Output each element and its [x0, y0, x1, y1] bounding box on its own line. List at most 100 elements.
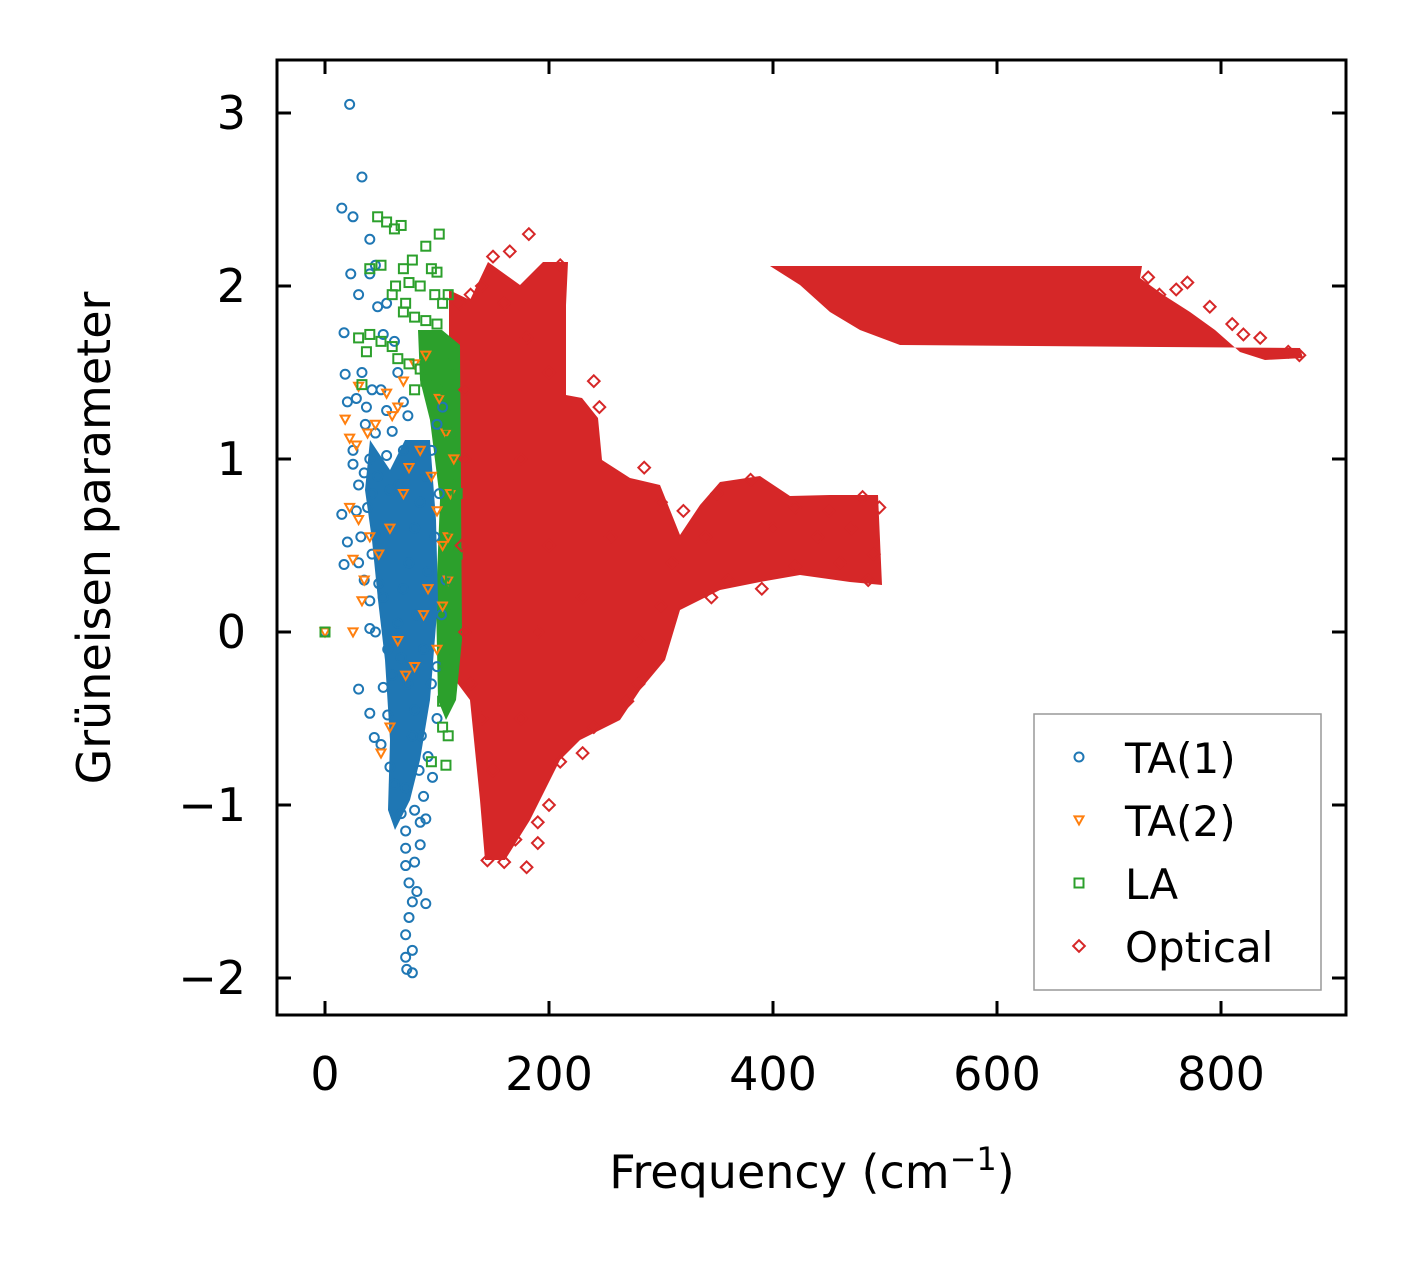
point-la [397, 263, 409, 275]
point-ta-1 [341, 396, 353, 408]
point-la [433, 228, 445, 240]
point-optical [474, 711, 490, 726]
point-optical [743, 472, 758, 488]
point-la [386, 341, 398, 353]
point-la [353, 332, 365, 344]
point-la [420, 375, 432, 387]
point-la [364, 328, 376, 340]
point-ta-1 [373, 578, 385, 590]
point-ta-2 [436, 601, 449, 613]
point-optical [480, 853, 495, 868]
point-ta-1 [397, 396, 409, 408]
point-la [414, 363, 426, 375]
point-ta-2 [421, 584, 435, 596]
point-ta-1 [403, 911, 415, 923]
y-tick-label: −2 [178, 951, 246, 1005]
point-la [437, 297, 449, 309]
point-la [440, 384, 452, 396]
point-ta-1 [418, 643, 430, 655]
point-optical [463, 676, 478, 692]
point-la [437, 721, 449, 733]
point-la [425, 263, 437, 275]
point-ta-1 [369, 259, 381, 271]
point-ta-2 [343, 502, 356, 514]
point-optical [720, 572, 736, 588]
point-ta-1 [402, 678, 414, 690]
point-la [444, 574, 456, 586]
point-optical [502, 244, 518, 259]
point-la [431, 266, 443, 278]
point-ta-1 [356, 171, 368, 183]
point-ta-2 [346, 554, 360, 566]
point-ta-1 [345, 268, 357, 280]
point-optical [575, 590, 590, 605]
x-axis-label: Frequency (cm−1) [609, 1140, 1014, 1199]
point-ta-2 [383, 722, 397, 734]
point-la [440, 661, 452, 673]
legend-label-optical: Optical [1125, 923, 1273, 972]
point-optical [1280, 344, 1296, 360]
point-ta-1 [402, 410, 414, 422]
point-ta-2 [402, 463, 416, 475]
point-la [442, 626, 454, 638]
point-optical [754, 581, 770, 597]
point-optical [1152, 287, 1167, 302]
point-ta-2 [442, 532, 455, 544]
x-tick-label: 600 [953, 1047, 1041, 1101]
x-tick-label: 400 [729, 1047, 817, 1101]
point-ta-1 [397, 444, 409, 456]
point-ta-1 [358, 467, 370, 479]
legend-marker-optical [1071, 938, 1087, 954]
point-optical [485, 763, 501, 778]
point-ta-1 [362, 501, 374, 513]
point-ta-1 [364, 453, 376, 465]
point-ta-2 [338, 414, 352, 426]
point-optical [855, 489, 870, 505]
x-tick-label: 200 [505, 1047, 593, 1101]
point-la [409, 311, 421, 323]
point-ta-1 [384, 484, 396, 496]
point-ta-2 [391, 402, 404, 414]
x-tick-label: 0 [310, 1047, 339, 1101]
point-ta-2 [397, 489, 410, 501]
point-la [449, 643, 461, 655]
point-ta-2 [399, 670, 412, 682]
point-ta-1 [381, 405, 393, 417]
point-ta-1 [400, 842, 412, 854]
point-optical [552, 257, 568, 273]
point-optical [821, 503, 837, 519]
point-optical [1168, 282, 1184, 297]
point-optical [844, 520, 859, 536]
point-ta-1 [350, 392, 362, 404]
point-ta-2 [372, 549, 385, 561]
point-la [403, 277, 415, 289]
point-ta-1 [364, 623, 376, 635]
point-optical [866, 546, 882, 562]
point-optical [620, 693, 635, 709]
point-ta-1 [420, 898, 432, 910]
x-tick-label: 800 [1177, 1047, 1265, 1101]
point-ta-1 [377, 328, 389, 340]
point-optical [454, 538, 469, 553]
point-ta-1 [422, 565, 434, 577]
point-la [319, 626, 331, 638]
ta1-core [365, 440, 438, 830]
point-ta-1 [409, 804, 421, 816]
point-la [429, 289, 441, 301]
point-la [381, 216, 393, 228]
point-la [448, 522, 460, 534]
point-optical [653, 494, 669, 510]
point-ta-1 [418, 790, 430, 802]
point-ta-1 [431, 418, 443, 430]
point-ta-1 [338, 327, 350, 339]
point-optical [1202, 299, 1218, 315]
point-ta-1 [413, 764, 425, 776]
point-ta-1 [372, 470, 384, 482]
point-ta-1 [341, 536, 353, 548]
point-ta-1 [406, 896, 418, 908]
optical-high-branch [742, 266, 1303, 360]
point-la [420, 240, 432, 252]
point-ta-1 [356, 367, 368, 378]
point-ta-1 [420, 813, 432, 825]
legend-marker-ta-2 [1072, 815, 1086, 827]
